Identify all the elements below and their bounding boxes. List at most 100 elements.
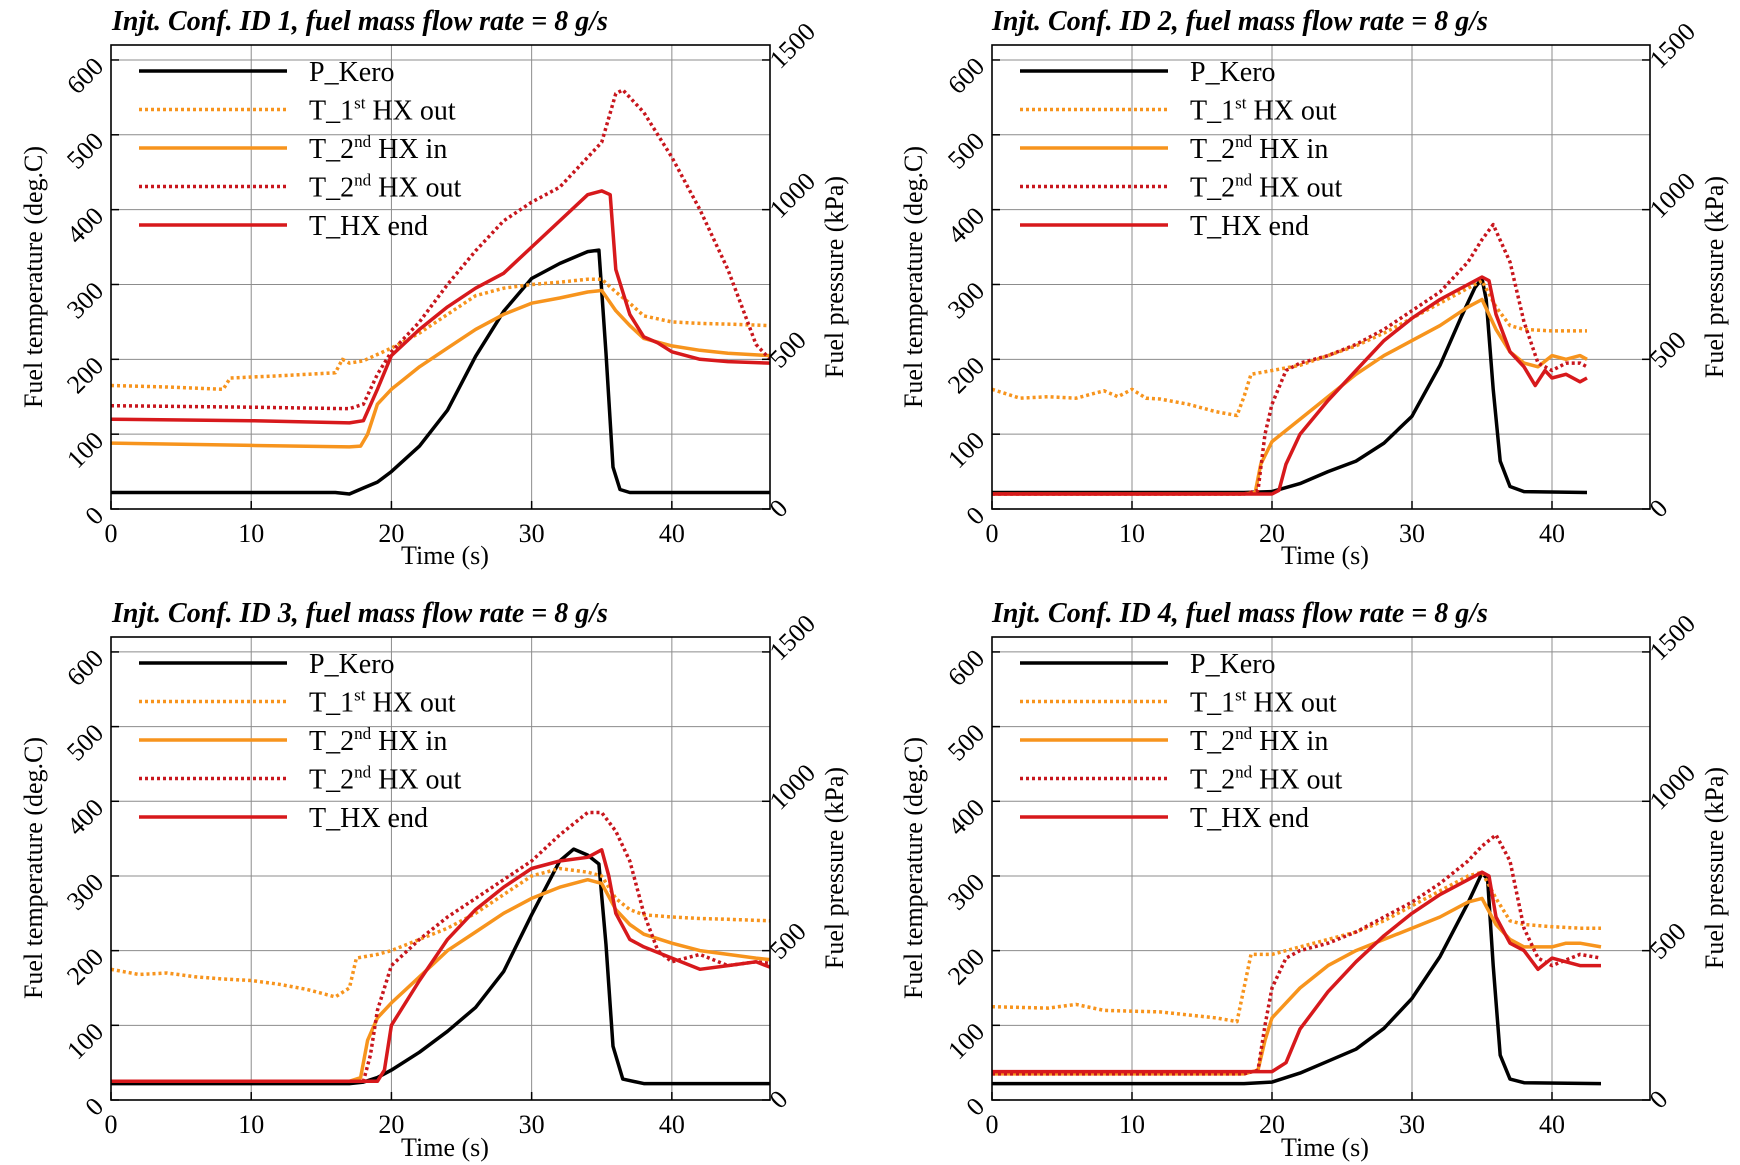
series-t-1st-hx-out bbox=[992, 278, 1587, 418]
series-t-2nd-hx-in bbox=[111, 877, 770, 1084]
y-axis-label: Fuel temperature (deg.C) bbox=[19, 146, 48, 408]
y2-tick-label: 0 bbox=[1644, 494, 1674, 524]
chart-panel-3: Injt. Conf. ID 3, fuel mass flow rate = … bbox=[19, 598, 849, 1162]
y2-tick-label: 1500 bbox=[1644, 609, 1701, 666]
x-tick-label: 30 bbox=[519, 1110, 545, 1139]
x-tick-label: 30 bbox=[1399, 1110, 1425, 1139]
chart-title: Injt. Conf. ID 1, fuel mass flow rate = … bbox=[111, 6, 608, 37]
x-tick-label: 30 bbox=[1399, 519, 1425, 548]
series-t-2nd-hx-out bbox=[111, 810, 770, 1084]
legend-label-t2_out: T_2nd HX out bbox=[1190, 171, 1343, 204]
x-tick-label: 30 bbox=[519, 519, 545, 548]
series-t-1st-hx-out bbox=[992, 870, 1601, 1024]
y2-axis-label: Fuel pressure (kPa) bbox=[1700, 176, 1729, 378]
x-tick-label: 20 bbox=[378, 519, 404, 548]
y-tick-label: 300 bbox=[61, 868, 109, 916]
legend-label-t2_out: T_2nd HX out bbox=[309, 763, 462, 796]
y-tick-label: 200 bbox=[61, 942, 109, 990]
chart-title: Injt. Conf. ID 2, fuel mass flow rate = … bbox=[991, 6, 1488, 37]
series-p-kero bbox=[992, 871, 1602, 1086]
legend-label-t2_out: T_2nd HX out bbox=[1190, 763, 1343, 796]
y-tick-label: 400 bbox=[942, 793, 990, 841]
x-axis-label: Time (s) bbox=[401, 1133, 489, 1162]
legend-label-t1_out: T_1st HX out bbox=[1190, 686, 1337, 719]
legend-label-p_kero: P_Kero bbox=[309, 649, 395, 680]
series-t-1st-hx-out bbox=[111, 277, 770, 392]
y-tick-label: 200 bbox=[61, 351, 109, 399]
chart-panel-1: Injt. Conf. ID 1, fuel mass flow rate = … bbox=[19, 6, 849, 570]
y-axis-label: Fuel temperature (deg.C) bbox=[19, 737, 48, 999]
y-tick-label: 300 bbox=[942, 868, 990, 916]
chart-title: Injt. Conf. ID 3, fuel mass flow rate = … bbox=[111, 598, 608, 629]
y2-tick-label: 1500 bbox=[764, 17, 821, 74]
x-tick-label: 10 bbox=[238, 1110, 264, 1139]
y-tick-label: 600 bbox=[942, 52, 990, 100]
series-t-hx-end bbox=[992, 870, 1601, 1074]
series-t-hx-end bbox=[111, 848, 770, 1084]
y-tick-label: 300 bbox=[942, 276, 990, 324]
chart-title: Injt. Conf. ID 4, fuel mass flow rate = … bbox=[991, 598, 1488, 629]
y-tick-label: 100 bbox=[61, 1017, 109, 1065]
y-tick-label: 600 bbox=[61, 52, 109, 100]
legend-label-t2_in: T_2nd HX in bbox=[1190, 724, 1328, 757]
legend-label-p_kero: P_Kero bbox=[1190, 649, 1276, 680]
legend-label-t1_out: T_1st HX out bbox=[309, 686, 456, 719]
legend-label-t1_out: T_1st HX out bbox=[309, 94, 456, 127]
x-axis-label: Time (s) bbox=[1281, 1133, 1369, 1162]
series-t-hx-end bbox=[992, 275, 1588, 496]
y-tick-label: 500 bbox=[61, 127, 109, 175]
series-p-kero bbox=[992, 276, 1588, 495]
y2-tick-label: 1000 bbox=[1644, 167, 1701, 224]
legend-label-t2_in: T_2nd HX in bbox=[1190, 132, 1328, 165]
x-tick-label: 20 bbox=[378, 1110, 404, 1139]
legend-label-t2_in: T_2nd HX in bbox=[309, 132, 447, 165]
legend-label-t_end: T_HX end bbox=[309, 211, 428, 242]
y-axis-label: Fuel temperature (deg.C) bbox=[899, 146, 928, 408]
series-t-2nd-hx-in bbox=[992, 297, 1588, 496]
y2-tick-label: 0 bbox=[1644, 1085, 1674, 1115]
x-tick-label: 10 bbox=[1119, 1110, 1145, 1139]
y2-tick-label: 1000 bbox=[1644, 758, 1701, 815]
legend-label-t2_in: T_2nd HX in bbox=[309, 724, 447, 757]
y-tick-label: 400 bbox=[61, 201, 109, 249]
legend-label-p_kero: P_Kero bbox=[309, 57, 395, 88]
x-tick-label: 0 bbox=[986, 1110, 999, 1139]
series-p-kero bbox=[111, 847, 770, 1086]
legend-label-t_end: T_HX end bbox=[1190, 211, 1309, 242]
y2-axis-label: Fuel pressure (kPa) bbox=[1700, 767, 1729, 969]
y2-tick-label: 0 bbox=[764, 494, 794, 524]
x-tick-label: 20 bbox=[1259, 1110, 1285, 1139]
y2-axis-label: Fuel pressure (kPa) bbox=[820, 176, 849, 378]
y-tick-label: 100 bbox=[61, 426, 109, 474]
legend-label-t_end: T_HX end bbox=[1190, 803, 1309, 834]
series-t-2nd-hx-out bbox=[111, 88, 770, 411]
y-tick-label: 400 bbox=[61, 793, 109, 841]
y2-tick-label: 0 bbox=[764, 1085, 794, 1115]
y2-tick-label: 500 bbox=[1644, 325, 1692, 373]
series-t-1st-hx-out bbox=[111, 866, 770, 999]
x-tick-label: 40 bbox=[1539, 519, 1565, 548]
y2-tick-label: 1500 bbox=[764, 609, 821, 666]
plot-frame bbox=[110, 44, 771, 510]
y2-tick-label: 500 bbox=[1644, 917, 1692, 965]
x-tick-label: 10 bbox=[238, 519, 264, 548]
legend-label-t1_out: T_1st HX out bbox=[1190, 94, 1337, 127]
y2-tick-label: 500 bbox=[764, 325, 812, 373]
y-tick-label: 500 bbox=[942, 127, 990, 175]
series-t-hx-end bbox=[111, 189, 770, 425]
x-tick-label: 40 bbox=[659, 1110, 685, 1139]
y-tick-label: 200 bbox=[942, 351, 990, 399]
plot-frame bbox=[991, 44, 1651, 510]
y-tick-label: 100 bbox=[942, 1017, 990, 1065]
legend-label-t_end: T_HX end bbox=[309, 803, 428, 834]
y-tick-label: 500 bbox=[942, 718, 990, 766]
y-tick-label: 400 bbox=[942, 201, 990, 249]
x-tick-label: 20 bbox=[1259, 519, 1285, 548]
y-tick-label: 500 bbox=[61, 718, 109, 766]
series-t-2nd-hx-out bbox=[992, 222, 1588, 496]
series-t-2nd-hx-in bbox=[992, 896, 1602, 1076]
x-axis-label: Time (s) bbox=[1281, 541, 1369, 570]
y2-tick-label: 1000 bbox=[764, 758, 821, 815]
legend-label-p_kero: P_Kero bbox=[1190, 57, 1276, 88]
x-tick-label: 0 bbox=[105, 519, 118, 548]
